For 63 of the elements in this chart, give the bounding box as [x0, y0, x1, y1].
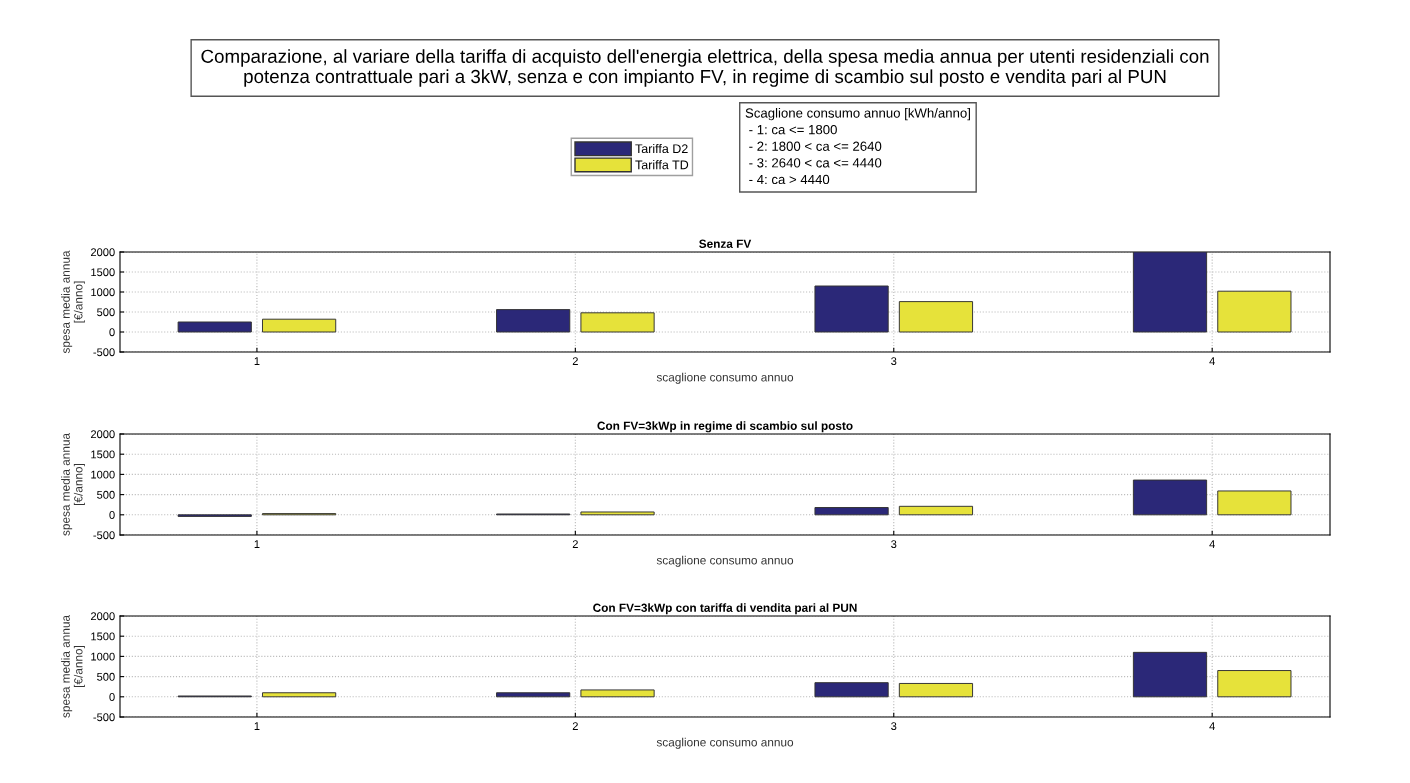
chart-title: Senza FV [699, 239, 752, 248]
bar [1217, 290, 1292, 333]
y-tick-label: 1500 [91, 268, 115, 277]
x-tick-label: 3 [891, 540, 897, 549]
bar [898, 682, 974, 698]
bar [1132, 651, 1208, 698]
text: Comparazione, al variare della tariffa di acquisto dell'energia elettrica, della spesa media annua per utenti residenziali con potenza contrattuale pari a 3kW, senza e con impianto FV, in regime di scambio sul posto e vendita pari al PUN [201, 49, 1209, 87]
bar [1217, 490, 1292, 516]
x-tick-label: 2 [572, 540, 578, 548]
y-tick-label: -500 [93, 531, 115, 540]
y-tick-label: 1000 [91, 470, 115, 479]
y-axis-title: spesa media annua [€/anno] [61, 432, 85, 536]
y-tick-label: -500 [93, 713, 115, 722]
legend-label: Tariffa TD [635, 160, 689, 170]
bar [814, 285, 889, 333]
bar [177, 321, 252, 333]
bar [580, 511, 655, 516]
y-tick-label: 0 [109, 693, 115, 701]
bar [262, 692, 337, 698]
y-tick-label: 2000 [90, 612, 115, 621]
y-tick-label: 500 [97, 308, 115, 317]
bar [580, 312, 655, 333]
bar [898, 301, 974, 333]
y-tick-label: 1500 [91, 632, 115, 641]
legend-label: Tariffa D2 [635, 143, 688, 154]
y-tick-label: 2000 [90, 430, 115, 439]
y-axis-title: spesa media annua [€/anno] [61, 614, 85, 718]
y-tick-label: 500 [97, 490, 115, 499]
chart-title: Con FV=3kWp in regime di scambio sul posto [597, 421, 853, 433]
chart-title: Con FV=3kWp con tariffa di vendita pari al PUN [593, 603, 857, 615]
x-tick-label: 1 [254, 357, 260, 365]
bar [496, 692, 571, 698]
x-tick-label: 2 [572, 357, 578, 365]
x-axis-title: scaglione consumo annuo [656, 372, 794, 384]
y-tick-label: 1000 [91, 652, 115, 661]
bar [898, 505, 974, 516]
x-tick-label: 1 [254, 722, 260, 730]
x-tick-label: 4 [1209, 722, 1215, 730]
x-axis-title: scaglione consumo annuo [656, 555, 794, 567]
y-axis-title: spesa media annua [€/anno] [61, 250, 85, 354]
y-tick-label: 1000 [91, 288, 115, 297]
x-axis-title: scaglione consumo annuo [656, 737, 794, 749]
y-tick-label: 0 [109, 328, 115, 337]
y-tick-label: 1500 [91, 450, 115, 459]
bar [814, 682, 889, 698]
bar [262, 318, 337, 333]
x-tick-label: 2 [572, 722, 578, 730]
x-tick-label: 4 [1209, 540, 1215, 548]
bar [496, 309, 571, 333]
bar [1217, 670, 1292, 698]
y-tick-label: -500 [93, 348, 115, 357]
bar [1132, 479, 1208, 516]
bar [1132, 252, 1208, 333]
x-tick-label: 3 [891, 722, 897, 731]
x-tick-label: 4 [1209, 357, 1215, 365]
text: Scaglione consumo annuo [kWh/anno] - 1: ca <= 1800 - 2: 1800 < ca <= 2640 - 3: 2640 < ca <= 4440 - 4: ca > 4440 [745, 108, 970, 185]
bar [580, 689, 655, 698]
y-tick-label: 500 [97, 672, 115, 681]
y-tick-label: 2000 [90, 248, 115, 257]
bar [814, 507, 889, 516]
x-tick-label: 3 [891, 357, 897, 366]
y-tick-label: 0 [109, 511, 115, 519]
x-tick-label: 1 [254, 540, 260, 548]
